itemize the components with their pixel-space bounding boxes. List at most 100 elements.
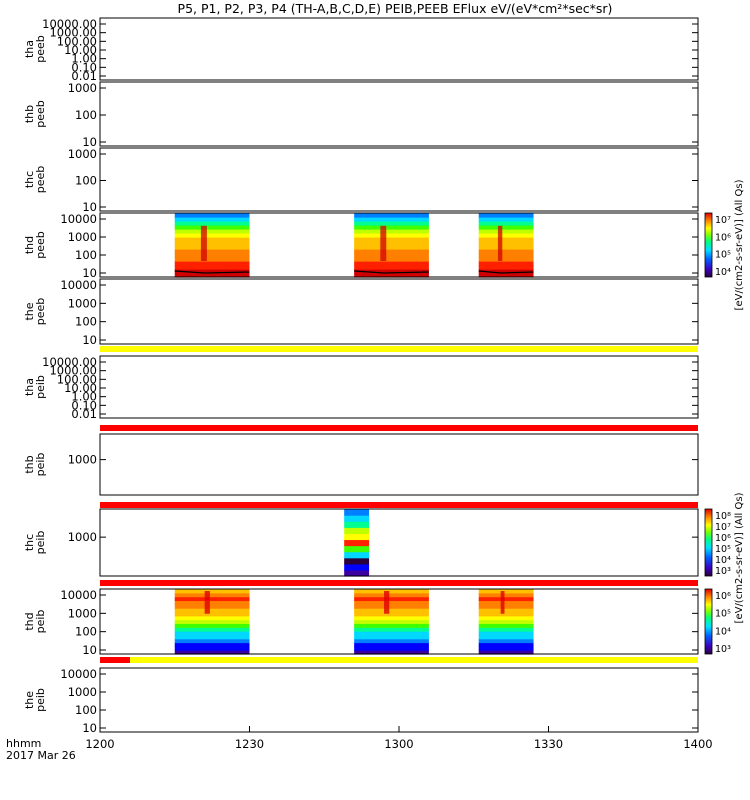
spectrogram-cell xyxy=(174,611,250,617)
y-tick-label: 1000 xyxy=(68,81,97,95)
spectrogram-cell xyxy=(478,611,534,617)
spectrogram-cell xyxy=(478,221,534,226)
panel-frame-thd-peeb xyxy=(99,212,699,278)
spectrogram-cell xyxy=(478,253,534,258)
spectrogram-cell xyxy=(354,619,429,625)
colorbar xyxy=(704,212,713,278)
y-tick-label: 10 xyxy=(82,333,97,347)
x-tick-label: 1300 xyxy=(384,737,413,751)
flux-enhancement xyxy=(497,225,503,261)
spectrogram-cell xyxy=(354,229,429,234)
panel-probe-label: thc xyxy=(23,534,36,551)
colorbar-tick-label: 10⁵ xyxy=(715,250,731,261)
panel-probe-label: the xyxy=(23,302,36,320)
spectrogram-cell xyxy=(478,615,534,621)
spectrogram-cell xyxy=(478,642,534,647)
panel-product-label: peeb xyxy=(34,298,47,326)
spectrogram-cell xyxy=(478,608,534,613)
spectrogram-cell xyxy=(478,233,534,238)
y-tick-label: 10 xyxy=(82,266,97,280)
spectrogram-cell xyxy=(174,241,250,246)
spectrogram-cell xyxy=(344,539,370,547)
y-tick-label: 0.10 xyxy=(71,398,97,412)
spectrogram-cell xyxy=(344,563,370,571)
spectrogram-cell xyxy=(354,592,429,598)
panel-product-label: peeb xyxy=(34,166,47,194)
spectrogram-cell xyxy=(478,604,534,609)
flux-enhancement xyxy=(384,591,390,614)
spectrogram-cell xyxy=(478,273,534,278)
panel-probe-label: thb xyxy=(23,105,36,123)
spectrogram-cell xyxy=(354,241,429,246)
spectrogram-cell xyxy=(174,638,250,644)
y-tick-label: 10000.00 xyxy=(42,355,97,369)
y-tick-label: 10 xyxy=(82,721,97,735)
spectrogram-cell xyxy=(174,619,250,625)
spectrogram-cell xyxy=(174,269,250,274)
y-tick-label: 10.00 xyxy=(64,43,97,57)
spectrogram-cell xyxy=(354,604,429,609)
y-tick-label: 1000 xyxy=(68,606,97,620)
y-tick-label: 1000 xyxy=(68,530,97,544)
spectrogram-cell xyxy=(174,221,250,226)
panel-probe-label: thc xyxy=(23,171,36,188)
spectrogram-cell xyxy=(354,600,429,605)
panel-product-label: peib xyxy=(34,453,47,477)
spectrogram-cell xyxy=(174,233,250,238)
y-tick-label: 10 xyxy=(82,135,97,149)
spectrogram-cell xyxy=(174,589,250,594)
spectrogram-cell xyxy=(344,557,370,565)
y-tick-label: 10000 xyxy=(60,212,97,226)
colorbar-tick-label: 10⁵ xyxy=(715,544,731,555)
flag-bar xyxy=(130,657,698,663)
colorbar-tick-label: 10⁷ xyxy=(715,215,731,226)
flux-enhancement xyxy=(380,225,387,261)
spectrogram-cell xyxy=(478,596,534,602)
spectrogram-cell xyxy=(354,638,429,644)
x-tick-label: 1230 xyxy=(235,737,264,751)
spectrogram-cell xyxy=(174,261,250,266)
panel-probe-label: thd xyxy=(23,612,36,630)
x-tick-label: 1200 xyxy=(85,737,114,751)
flag-bar xyxy=(100,346,698,352)
panel-frame-thb-peeb xyxy=(99,81,699,147)
spectrogram-cell xyxy=(478,257,534,262)
y-tick-label: 1000 xyxy=(68,685,97,699)
spectrogram-cell xyxy=(354,273,429,278)
spectrogram-cell xyxy=(174,642,250,647)
panel-product-label: peeb xyxy=(34,231,47,259)
colorbar-tick-label: 10⁷ xyxy=(715,522,731,533)
spectrogram-cell xyxy=(174,650,250,655)
panel-product-label: peib xyxy=(34,610,47,634)
spectrogram-cell xyxy=(478,631,534,636)
spectrogram-cell xyxy=(174,646,250,651)
x-tick-label: 1330 xyxy=(534,737,563,751)
panel-frame-thb-peib xyxy=(99,433,699,496)
y-tick-label: 10.00 xyxy=(64,381,97,395)
colorbar-tick-label: 10⁶ xyxy=(715,232,731,243)
low-energy-trace xyxy=(174,270,250,274)
y-tick-label: 10000 xyxy=(60,278,97,292)
spectrogram-cell xyxy=(344,521,370,528)
panel-frame-tha-peeb xyxy=(99,17,699,81)
spectrogram-cell xyxy=(174,253,250,258)
y-tick-label: 0.10 xyxy=(71,60,97,74)
panel-frame-thd-peib xyxy=(99,588,699,655)
colorbar-tick-label: 10⁴ xyxy=(715,626,731,637)
x-tick-label: 1400 xyxy=(683,737,712,751)
panel-probe-label: thb xyxy=(23,455,36,473)
spectrogram-cell xyxy=(174,608,250,613)
spectrogram-cell xyxy=(354,225,429,230)
panel-probe-label: thd xyxy=(23,236,36,254)
spectrogram-cell xyxy=(174,217,250,222)
panel-frame-the-peeb xyxy=(99,278,699,345)
colorbar-tick-label: 10³ xyxy=(715,566,731,577)
y-tick-label: 100 xyxy=(75,174,97,188)
spectrogram-cell xyxy=(478,627,534,632)
colorbar-tick-label: 10⁸ xyxy=(715,511,731,522)
colorbar-tick-label: 10⁶ xyxy=(715,533,731,544)
colorbar-tick-label: 10⁶ xyxy=(715,591,731,602)
spectrogram-cell xyxy=(354,249,429,254)
spectrogram-cell xyxy=(354,608,429,613)
